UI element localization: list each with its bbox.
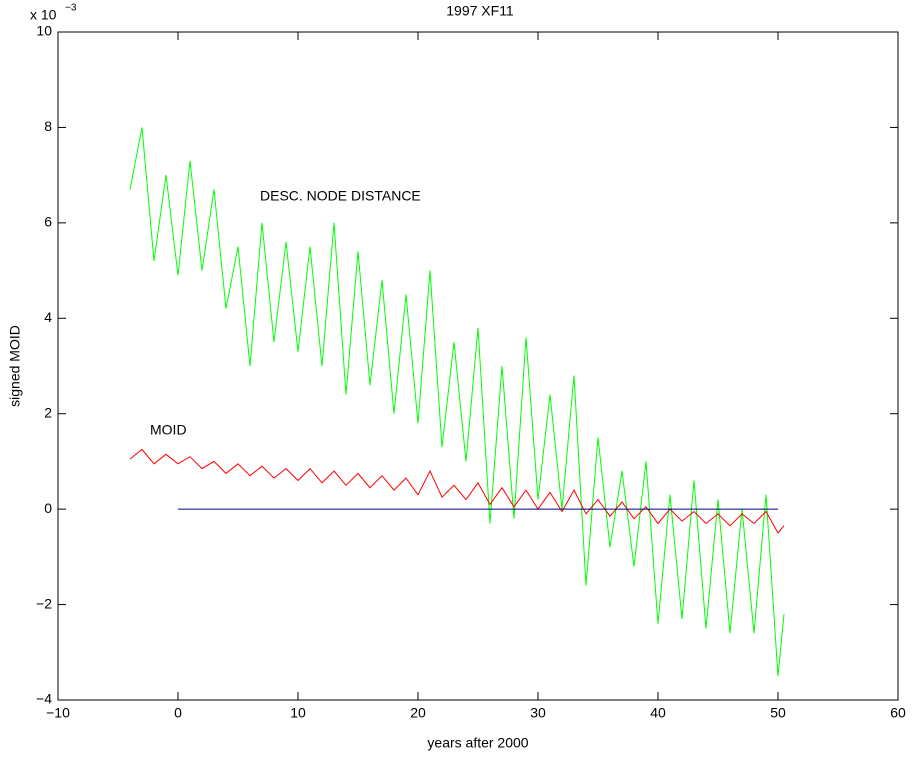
y-tick-label: 10 — [36, 23, 52, 39]
x-axis-label: years after 2000 — [427, 735, 528, 751]
series-annotation: DESC. NODE DISTANCE — [260, 188, 421, 204]
y-tick-label: 2 — [44, 404, 52, 420]
x-tick-label: 50 — [770, 705, 786, 721]
y-tick-label: −2 — [36, 595, 52, 611]
x-tick-label: −10 — [46, 705, 70, 721]
chart-title: 1997 XF11 — [446, 3, 514, 19]
y-tick-label: 6 — [44, 214, 52, 230]
series-line — [129, 448, 785, 534]
y-axis-label: signed MOID — [7, 325, 23, 407]
plot-frame — [57, 31, 899, 701]
series-annotation: MOID — [150, 422, 187, 438]
y-tick-label: 8 — [44, 118, 52, 134]
y-tick-label: −4 — [36, 691, 52, 707]
y-multiplier: x 10 — [30, 7, 57, 23]
y-multiplier-exponent: −3 — [65, 3, 77, 14]
x-tick-label: 30 — [530, 705, 546, 721]
x-tick-label: 60 — [890, 705, 906, 721]
y-tick-label: 4 — [44, 309, 52, 325]
x-tick-label: 10 — [290, 705, 306, 721]
x-tick-label: 40 — [650, 705, 666, 721]
x-tick-label: 20 — [410, 705, 426, 721]
x-tick-label: 0 — [174, 705, 182, 721]
y-tick-label: 0 — [44, 500, 52, 516]
series-line — [129, 127, 785, 677]
